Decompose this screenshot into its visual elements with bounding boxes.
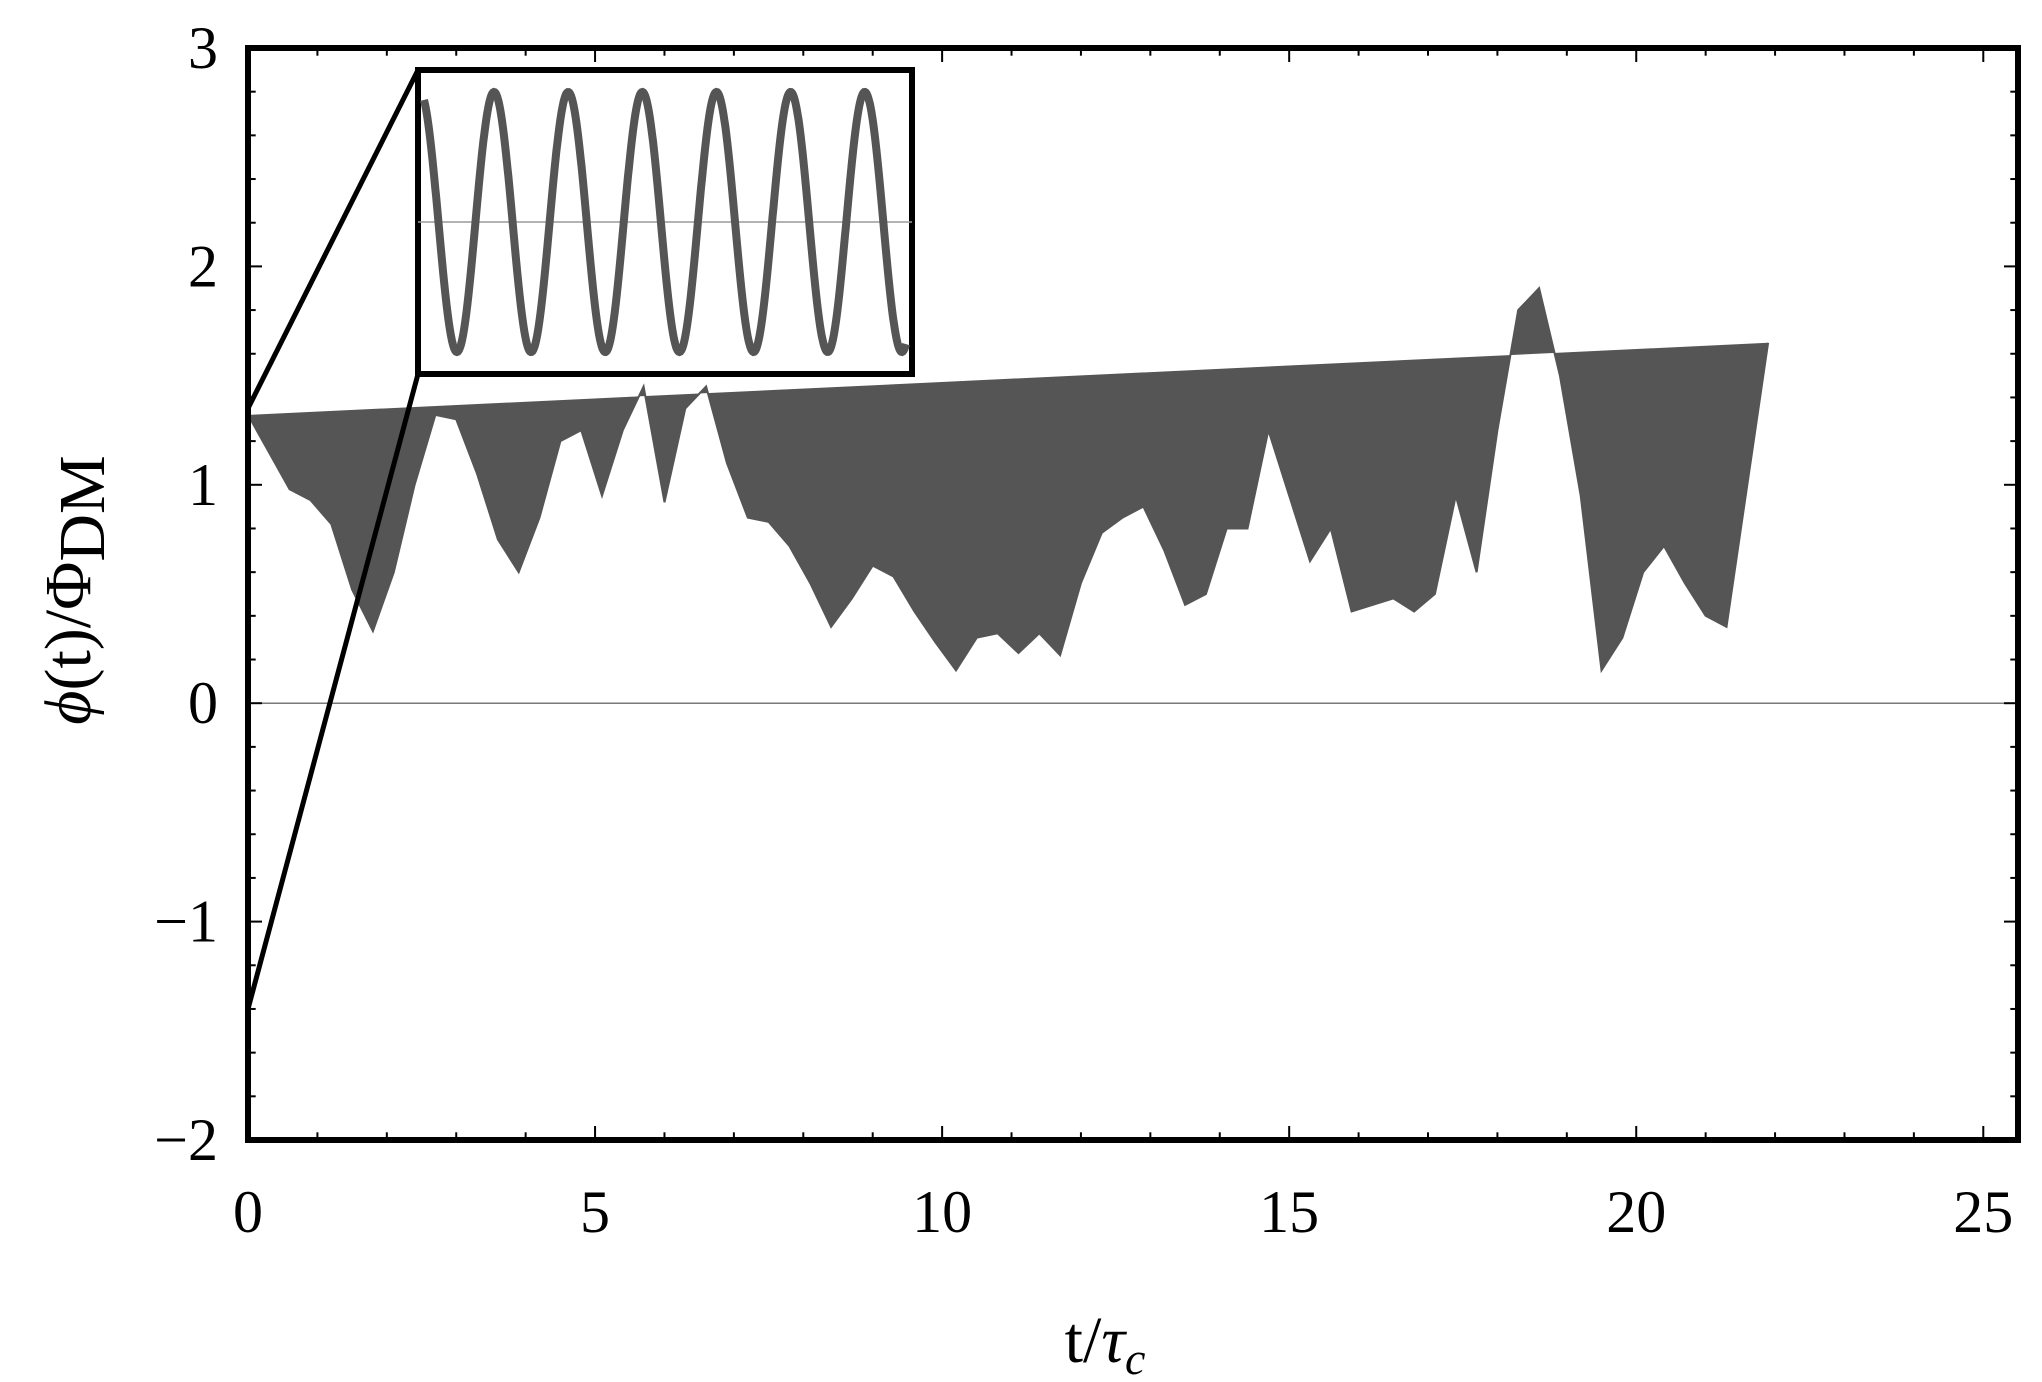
x-tick-label: 25 <box>1953 1179 2013 1245</box>
signal-envelope <box>247 286 1770 674</box>
zoom-connector-top <box>245 68 421 410</box>
y-tick-label: −1 <box>154 889 218 955</box>
plot-area <box>247 286 2018 704</box>
y-tick-label: 2 <box>188 233 218 299</box>
y-tick-label: −2 <box>154 1107 218 1173</box>
x-tick-label: 0 <box>233 1179 263 1245</box>
y-tick-label: 1 <box>188 452 218 518</box>
axes-frame <box>245 45 2021 1143</box>
y-tick-label: 0 <box>188 670 218 736</box>
x-tick-label: 10 <box>912 1179 972 1245</box>
y-axis-title: ϕ(t)/ΦDM <box>32 455 119 724</box>
y-tick-label: 3 <box>188 15 218 81</box>
inset-oscillation <box>420 87 910 357</box>
x-tick-label: 15 <box>1259 1179 1319 1245</box>
x-axis-title: t/τc <box>1065 1304 1146 1382</box>
plot-frame <box>245 45 2021 1143</box>
x-tick-label: 20 <box>1606 1179 1666 1245</box>
zoom-connector-bottom <box>245 373 421 1010</box>
inset <box>245 67 915 1010</box>
x-tick-label: 5 <box>580 1179 610 1245</box>
